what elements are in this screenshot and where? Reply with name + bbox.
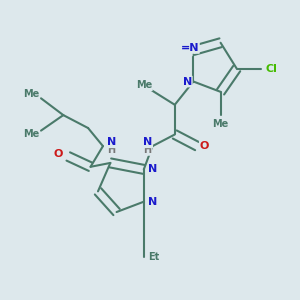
Text: Et: Et (148, 252, 159, 262)
Text: N: N (182, 76, 192, 86)
Text: N: N (182, 46, 192, 56)
Text: Me: Me (212, 119, 229, 129)
Text: Me: Me (23, 130, 39, 140)
Text: O: O (200, 141, 209, 151)
Text: N: N (148, 164, 157, 174)
Text: H: H (143, 145, 152, 155)
Text: N: N (143, 137, 152, 147)
Text: N: N (107, 137, 116, 147)
Text: =N: =N (180, 43, 199, 53)
Text: O: O (54, 149, 63, 159)
Text: N: N (148, 197, 157, 207)
Text: Me: Me (136, 80, 152, 90)
Text: Cl: Cl (266, 64, 277, 74)
Text: H: H (107, 145, 116, 155)
Text: Me: Me (23, 89, 39, 99)
